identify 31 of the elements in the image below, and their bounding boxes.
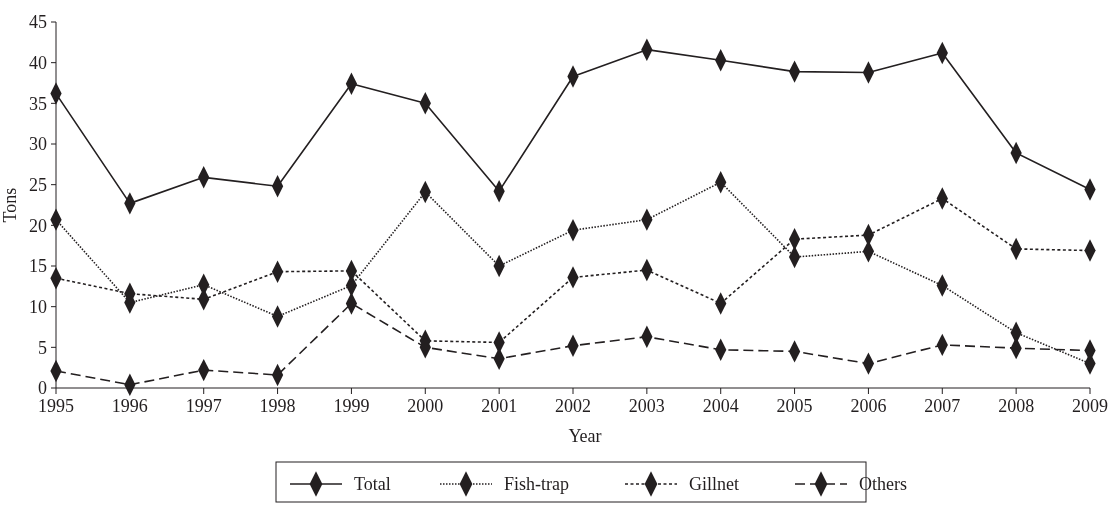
y-tick-label: 20 bbox=[29, 215, 47, 236]
legend-label: Gillnet bbox=[689, 474, 739, 495]
y-tick-label: 40 bbox=[29, 52, 47, 73]
x-tick-label: 1999 bbox=[333, 396, 370, 416]
x-tick-label: 1998 bbox=[259, 396, 296, 416]
x-axis-title: Year bbox=[568, 426, 602, 446]
x-tick-label: 2006 bbox=[850, 396, 887, 416]
y-tick-label: 5 bbox=[38, 337, 47, 358]
x-tick-label: 2000 bbox=[407, 396, 444, 416]
y-tick-label: 25 bbox=[29, 174, 47, 195]
x-tick-label: 2004 bbox=[702, 396, 739, 416]
legend-label: Fish-trap bbox=[504, 474, 569, 495]
x-tick-label: 2009 bbox=[1072, 396, 1108, 416]
x-tick-label: 2008 bbox=[998, 396, 1035, 416]
x-tick-label: 2005 bbox=[776, 396, 813, 416]
x-tick-label: 2002 bbox=[555, 396, 591, 416]
y-tick-label: 30 bbox=[29, 134, 47, 155]
legend-label: Total bbox=[354, 474, 391, 495]
x-tick-label: 1997 bbox=[185, 396, 222, 416]
x-tick-label: 2003 bbox=[628, 396, 665, 416]
y-tick-label: 15 bbox=[29, 256, 47, 277]
y-tick-label: 10 bbox=[29, 296, 47, 317]
x-tick-label: 1995 bbox=[38, 396, 74, 416]
y-axis-title: Tons bbox=[0, 187, 20, 223]
y-tick-label: 35 bbox=[29, 93, 47, 114]
y-tick-label: 45 bbox=[29, 12, 47, 33]
x-tick-label: 2007 bbox=[924, 396, 961, 416]
y-tick-label: 0 bbox=[38, 378, 47, 399]
x-tick-label: 1996 bbox=[111, 396, 148, 416]
x-tick-label: 2001 bbox=[481, 396, 518, 416]
legend-label: Others bbox=[859, 474, 907, 495]
